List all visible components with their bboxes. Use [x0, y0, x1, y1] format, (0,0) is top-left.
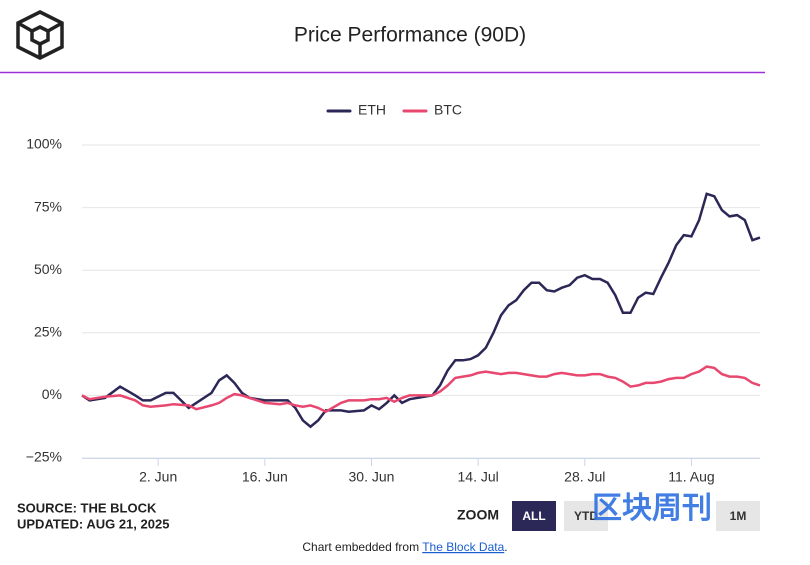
plot: −25% 0% 25% 50% 75% 100% 2. Jun 16. Jun 30. Jun 1… [26, 102, 761, 485]
updated: UPDATED: AUG 21, 2025 [17, 516, 169, 531]
x-tick-label: 14. Jul [458, 469, 499, 485]
legend-label: BTC [434, 102, 462, 118]
zoom-button[interactable] [512, 501, 556, 531]
x-tick-label: 2. Jun [139, 469, 177, 485]
zoom-button-label[interactable]: YTD [574, 509, 598, 523]
x-tick-label: 28. Jul [564, 469, 605, 485]
y-tick-label: 50% [34, 261, 62, 277]
series-line [81, 192, 761, 429]
x-tick-label: 11. Aug [668, 469, 714, 485]
source: SOURCE: THE BLOCK [17, 500, 157, 515]
watermark: 区块周刊 [592, 492, 712, 525]
logo [16, 10, 64, 60]
y-tick-label: 0% [42, 386, 62, 402]
legend-label: ETH [358, 102, 386, 118]
zoom-label: ZOOM [457, 507, 499, 523]
embed-prefix: Chart embedded from [302, 540, 422, 554]
y-tick-label: 100% [26, 136, 62, 152]
embed-suffix: . [504, 540, 507, 554]
x-tick-label: 16. Jun [242, 469, 288, 485]
x-tick-label: 30. Jun [349, 469, 395, 485]
y-tick-label: −25% [26, 449, 62, 465]
page-title: Price Performance (90D) [294, 24, 526, 47]
zoom-button[interactable] [716, 501, 760, 531]
embed-note: Chart embedded from The Block Data. [302, 540, 507, 554]
zoom-buttons: ALL YTD 1M [512, 501, 760, 531]
zoom-button-label[interactable]: ALL [522, 509, 545, 523]
zoom-button-label[interactable]: 1M [730, 509, 747, 523]
embed-link[interactable]: The Block Data [422, 540, 504, 554]
zoom-button[interactable] [564, 501, 608, 531]
y-tick-label: 75% [34, 198, 62, 214]
y-tick-label: 25% [34, 324, 62, 340]
series-line [81, 365, 761, 414]
